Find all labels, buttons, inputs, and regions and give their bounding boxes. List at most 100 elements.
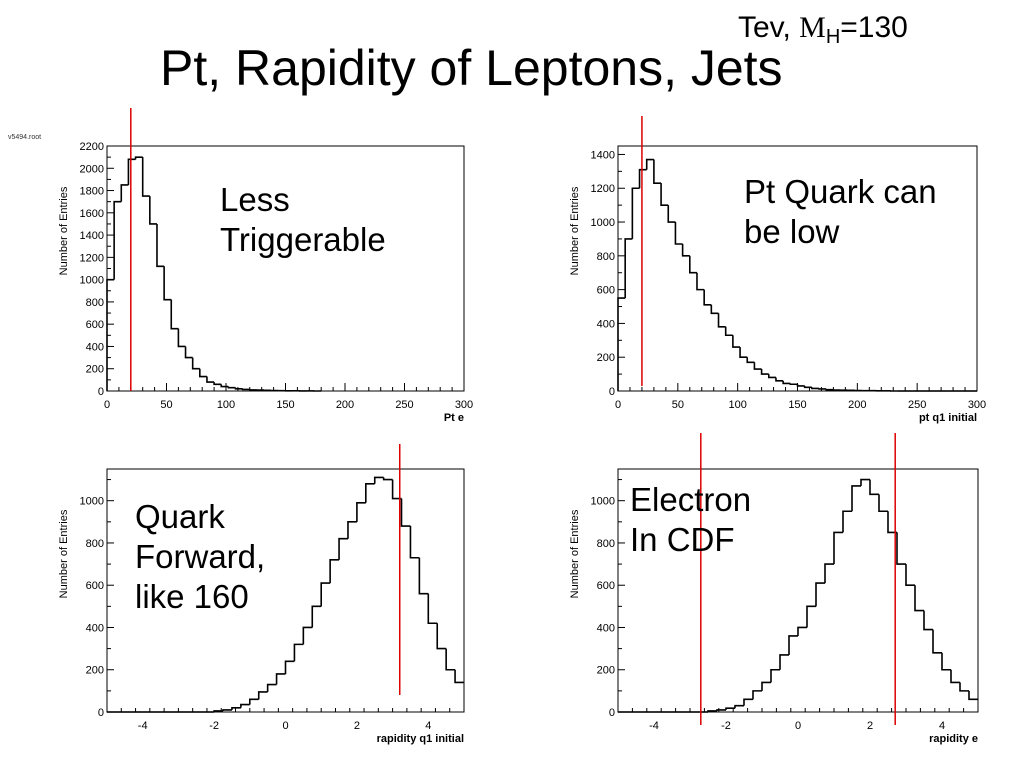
histogram-bin — [674, 222, 683, 245]
histogram-bin — [941, 652, 951, 671]
histogram-bin — [797, 626, 807, 636]
plot-frame — [106, 468, 465, 713]
histogram-bin — [842, 510, 852, 533]
histogram-bin — [418, 557, 429, 595]
histogram-bin — [760, 369, 769, 375]
histogram-bin — [149, 196, 157, 225]
histogram-bin — [638, 168, 647, 189]
histogram-bin — [338, 537, 348, 560]
histogram-bin — [681, 244, 690, 257]
y-tick-label: 600 — [597, 285, 615, 297]
x-tick-label: 50 — [160, 399, 172, 411]
histogram-bin — [703, 289, 712, 306]
histogram-bin — [716, 709, 726, 711]
note-less-triggerable: Less Triggerable — [220, 180, 386, 260]
histogram-bin — [806, 605, 816, 628]
x-tick-label: 250 — [395, 399, 413, 411]
x-tick-label: 150 — [276, 399, 294, 411]
y-axis-title: Number of Entries — [569, 509, 581, 598]
y-tick-label: 1000 — [80, 275, 104, 287]
histogram-bin — [968, 690, 978, 701]
histogram-bin — [113, 200, 122, 280]
histogram-bin — [284, 660, 295, 674]
root-filename: v5494.root — [8, 134, 42, 141]
histogram-bin — [266, 683, 277, 692]
histogram-pt-q1: 0 200 400 600 800 1000 1200 1400 0 50 100 150 200 250… — [569, 116, 986, 424]
histogram-bin — [959, 682, 969, 692]
y-tick-label: 1400 — [591, 149, 615, 161]
histogram-bin — [624, 238, 633, 299]
histogram-bin — [660, 183, 669, 206]
x-tick-label: 0 — [282, 720, 288, 732]
histogram-bin — [222, 709, 232, 711]
histogram-bin — [833, 531, 843, 565]
y-tick-label: 400 — [597, 318, 615, 330]
histogram-bin — [896, 532, 906, 565]
y-tick-label: 1000 — [591, 217, 615, 229]
histogram-bin — [617, 297, 626, 391]
histogram-bin — [869, 479, 879, 496]
x-tick-label: 200 — [848, 399, 866, 411]
corner-label: Tev, MH=130 — [738, 10, 908, 55]
histogram-bin — [631, 187, 640, 239]
histogram-bin — [739, 347, 748, 359]
histogram-bin — [851, 485, 861, 512]
histogram-bin — [106, 278, 115, 391]
histogram-bin — [170, 299, 179, 330]
x-tick-label: 0 — [615, 399, 621, 411]
histogram-bins — [617, 158, 977, 392]
y-tick-label: 2000 — [80, 163, 104, 175]
histogram-bin — [400, 498, 411, 527]
note-line: Electron — [630, 481, 752, 518]
y-tick-label: 1200 — [80, 252, 104, 264]
y-tick-label: 0 — [609, 707, 615, 719]
y-tick-label: 800 — [86, 538, 104, 550]
x-tick-label: -4 — [649, 720, 659, 732]
x-axis-title: pt q1 initial — [919, 412, 977, 424]
y-tick-label: 800 — [86, 297, 104, 309]
x-tick-label: 0 — [795, 720, 801, 732]
x-tick-label: 300 — [455, 399, 473, 411]
histogram-bin — [746, 357, 755, 364]
histogram-bin — [177, 328, 186, 348]
histogram-bin — [231, 706, 241, 710]
note-line: Forward, — [135, 538, 266, 575]
histogram-bin — [191, 357, 200, 370]
histogram-bin — [199, 368, 207, 378]
y-tick-label: 1600 — [80, 208, 104, 220]
note-quark-forward: Quark Forward, like 160 — [135, 497, 265, 617]
histogram-bin — [824, 563, 834, 584]
y-tick-label: 2200 — [80, 141, 104, 153]
x-tick-label: 50 — [672, 399, 684, 411]
corner-sub: H — [825, 26, 841, 48]
y-axis-title: Number of Entries — [58, 186, 70, 275]
histogram-bin — [184, 346, 193, 359]
histogram-bin — [206, 376, 215, 383]
histogram-bin — [818, 388, 827, 390]
histogram-bin — [815, 582, 825, 607]
note-line: be low — [744, 213, 840, 250]
x-tick-label: 2 — [867, 720, 873, 732]
y-tick-label: 600 — [597, 580, 615, 592]
histogram-bin — [710, 304, 719, 315]
x-tick-label: -2 — [721, 720, 731, 732]
histogram-bin — [156, 223, 165, 268]
histogram-bin — [761, 681, 771, 691]
histogram-bin — [724, 326, 733, 337]
x-tick-label: 100 — [728, 399, 746, 411]
histogram-bin — [914, 585, 924, 612]
note-line: Quark — [135, 498, 225, 535]
histogram-bin — [240, 703, 250, 708]
y-tick-label: 200 — [597, 352, 615, 364]
y-tick-label: 400 — [597, 622, 615, 634]
y-tick-label: 1200 — [591, 183, 615, 195]
plot-frame — [617, 468, 979, 713]
histogram-bin — [878, 494, 888, 513]
note-electron-cdf: Electron In CDF — [630, 480, 751, 560]
x-axis-title: Pt e — [444, 412, 464, 424]
histogram-bin — [241, 388, 250, 391]
histogram-bin — [752, 690, 762, 700]
histogram-bin — [275, 673, 286, 685]
x-tick-label: 300 — [968, 399, 986, 411]
